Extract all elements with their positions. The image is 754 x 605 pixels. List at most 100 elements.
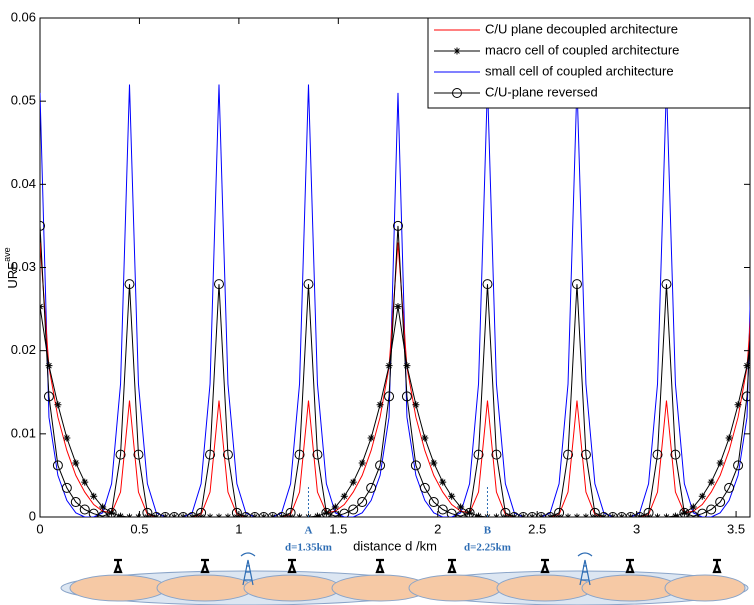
- data-marker: [412, 401, 420, 409]
- data-marker: [671, 512, 679, 517]
- data-marker: [348, 504, 359, 515]
- data-marker: [134, 513, 142, 517]
- data-marker: [115, 449, 126, 460]
- data-marker: [43, 391, 54, 402]
- x-tick-label: 1.5: [329, 521, 347, 536]
- data-marker: [500, 507, 511, 517]
- data-marker: [312, 449, 323, 460]
- series-line: [40, 242, 750, 517]
- data-marker: [430, 459, 438, 467]
- data-marker: [554, 507, 565, 517]
- data-marker: [142, 507, 153, 517]
- data-marker: [215, 513, 223, 517]
- data-marker: [492, 513, 500, 517]
- data-marker: [303, 279, 314, 290]
- data-marker: [643, 507, 654, 517]
- plot-area: [40, 84, 750, 517]
- data-marker: [79, 504, 90, 515]
- data-marker: [401, 391, 412, 402]
- y-label-base: URF: [5, 262, 20, 289]
- data-marker: [607, 512, 618, 517]
- series-line: [40, 84, 750, 517]
- data-marker: [384, 391, 395, 402]
- x-tick-label: 3.5: [727, 521, 745, 536]
- data-marker: [213, 279, 224, 290]
- data-marker: [106, 507, 117, 517]
- data-marker: [357, 497, 368, 508]
- data-marker: [63, 434, 71, 442]
- data-marker: [160, 512, 171, 517]
- y-tick-label: 0.04: [11, 176, 36, 191]
- series-line: [40, 225, 750, 517]
- data-marker: [240, 512, 251, 517]
- data-marker: [349, 478, 357, 486]
- data-marker: [321, 507, 332, 517]
- data-marker: [331, 503, 339, 511]
- data-marker: [654, 513, 662, 517]
- data-marker: [662, 513, 670, 517]
- data-marker: [473, 449, 484, 460]
- data-marker: [725, 434, 733, 442]
- data-marker: [296, 513, 304, 517]
- data-marker: [54, 401, 62, 409]
- annotation-text: d=1.35km: [285, 542, 332, 554]
- data-marker: [563, 449, 574, 460]
- data-marker: [491, 449, 502, 460]
- data-marker: [616, 512, 627, 517]
- data-marker: [564, 513, 572, 517]
- data-marker: [249, 512, 260, 517]
- data-marker: [679, 507, 690, 517]
- data-marker: [294, 449, 305, 460]
- data-marker: [706, 504, 717, 515]
- series-line: [40, 306, 750, 517]
- data-marker: [518, 512, 529, 517]
- data-marker: [697, 508, 708, 517]
- data-marker: [482, 279, 493, 290]
- data-marker: [206, 513, 214, 517]
- data-marker: [580, 449, 591, 460]
- legend-label: macro cell of coupled architecture: [485, 42, 679, 57]
- data-marker: [97, 511, 108, 517]
- data-marker: [652, 449, 663, 460]
- x-tick-label: 2.5: [528, 521, 546, 536]
- data-marker: [367, 434, 375, 442]
- x-axis-label: distance d /km: [353, 538, 437, 553]
- y-tick-label: 0.01: [11, 425, 36, 440]
- data-marker: [428, 497, 439, 508]
- small-cells: [69, 574, 746, 602]
- data-marker: [536, 512, 547, 517]
- data-marker: [724, 482, 735, 493]
- legend-label: C/U-plane reversed: [485, 84, 598, 99]
- data-marker: [313, 512, 321, 517]
- data-marker: [125, 513, 133, 517]
- data-marker: [258, 512, 269, 517]
- data-marker: [392, 220, 403, 231]
- data-marker: [151, 512, 162, 517]
- data-marker: [117, 512, 125, 517]
- y-tick-label: 0.03: [11, 259, 36, 274]
- data-marker: [446, 508, 457, 517]
- y-tick-label: 0.05: [11, 93, 36, 108]
- data-marker: [330, 511, 341, 517]
- data-marker: [439, 478, 447, 486]
- data-marker: [366, 482, 377, 493]
- data-marker: [527, 512, 538, 517]
- data-marker: [634, 512, 645, 517]
- data-marker: [133, 449, 144, 460]
- data-marker: [742, 391, 750, 402]
- x-tick-label: 0: [36, 521, 43, 536]
- data-marker: [509, 512, 520, 517]
- data-marker: [124, 279, 135, 290]
- data-marker: [88, 508, 99, 517]
- data-marker: [169, 512, 180, 517]
- data-marker: [545, 512, 556, 517]
- data-marker: [231, 507, 242, 517]
- x-tick-label: 1: [235, 521, 242, 536]
- data-marker: [419, 482, 430, 493]
- data-marker: [573, 513, 581, 517]
- data-marker: [70, 497, 81, 508]
- data-marker: [340, 492, 348, 500]
- annotation-text: d=2.25km: [464, 542, 511, 554]
- data-marker: [178, 512, 189, 517]
